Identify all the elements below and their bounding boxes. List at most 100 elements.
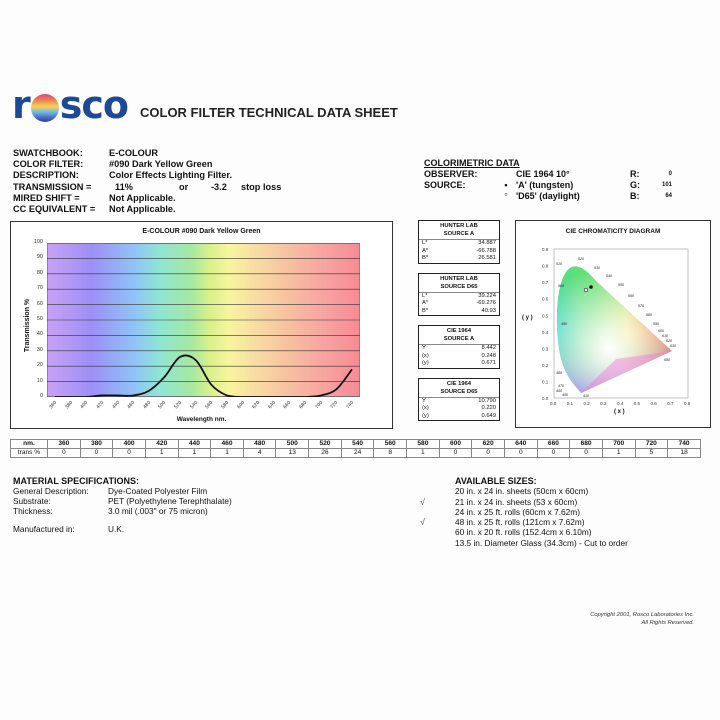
svg-text:560: 560: [628, 294, 634, 298]
y-tick: 100: [33, 239, 43, 245]
nm-cell: 660: [536, 439, 571, 449]
transmission-stop-label: stop loss: [241, 181, 282, 192]
document-title: COLOR FILTER TECHNICAL DATA SHEET: [140, 105, 398, 120]
trans-row-label: trans %: [10, 448, 48, 458]
size-item: √ 21 in. x 24 in. sheets (53 x 60cm): [420, 496, 578, 507]
y-tick: 70: [36, 285, 43, 292]
svg-text:550: 550: [618, 283, 624, 287]
svg-text:510: 510: [556, 262, 562, 266]
r-value: 0: [668, 171, 672, 177]
b-value: 64: [665, 193, 672, 199]
available-sizes: AVAILABLE SIZES: 20 in. x 24 in. sheets …: [420, 476, 628, 548]
nm-cell: 540: [340, 439, 375, 449]
checkmark-icon: √: [420, 517, 425, 528]
nm-cell: 520: [308, 439, 342, 449]
y-tick: 80: [36, 269, 43, 276]
chart-x-axis-label: Wavelength nm.: [176, 416, 227, 423]
trans-cell: 0: [569, 448, 603, 458]
svg-text:580: 580: [646, 313, 652, 317]
svg-text:0.2: 0.2: [584, 401, 591, 406]
trans-cell: 0: [79, 448, 114, 458]
nm-cell: 720: [634, 439, 669, 449]
svg-text:600: 600: [658, 329, 664, 333]
transmission-label: TRANSMISSION =: [13, 181, 92, 192]
svg-text:490: 490: [561, 322, 567, 326]
svg-text:0.3: 0.3: [542, 346, 549, 351]
size-item: 20 in. x 24 in. sheets (50cm x 60cm): [455, 486, 589, 497]
svg-text:0.1: 0.1: [567, 401, 574, 406]
x-tick: 500: [157, 399, 168, 411]
svg-text:0.9: 0.9: [542, 247, 549, 252]
color-filter-value: #090 Dark Yellow Green: [109, 159, 213, 170]
cie-diagram-title: CIE CHROMATICITY DIAGRAM: [565, 228, 661, 235]
svg-text:0.2: 0.2: [542, 363, 549, 368]
x-tick: 540: [188, 399, 199, 411]
transmission-table: nm. 360 380 400 420 440 460 480 500 520 540 560 580…: [10, 439, 701, 458]
hunter-lab-source-a: HUNTER LAB SOURCE A L* 34.887 A* -66.788 B*…: [418, 220, 500, 264]
x-tick: 560: [204, 399, 215, 411]
cie-chromaticity-diagram: CIE CHROMATICITY DIAGRAM: [515, 220, 711, 428]
nm-cell: 560: [373, 439, 408, 449]
swatchbook-label: SWATCHBOOK:: [13, 148, 83, 158]
source-a: 'A' (tungsten): [516, 180, 574, 190]
nm-cell: 620: [471, 439, 505, 449]
lab-tables: HUNTER LAB SOURCE A L* 34.887 A* -66.788 B*…: [418, 220, 500, 430]
chart-title: E-COLOUR #090 Dark Yellow Green: [142, 228, 261, 235]
trans-cell: 0: [438, 448, 473, 458]
trans-cell: 13: [275, 448, 310, 458]
transmission-chart: E-COLOUR #090 Dark Yellow Green Transmis…: [10, 221, 393, 429]
copyright: Copyright 2001, Rosco Laboratories Inc. …: [590, 612, 694, 626]
nm-cell: 500: [275, 439, 310, 449]
svg-text:0.3: 0.3: [600, 401, 607, 406]
nm-cell: 640: [503, 439, 538, 449]
svg-text:460: 460: [556, 389, 562, 393]
trans-cell: 1: [144, 448, 179, 458]
svg-text:630: 630: [670, 344, 676, 348]
cie-1964-source-a: CIE 1964 SOURCE A Y 8.442 (x) 0.248 (y) 0.67…: [418, 325, 500, 369]
cie-x-axis-label: ( x ): [614, 409, 625, 415]
x-tick: 620: [251, 399, 262, 411]
svg-text:0.4: 0.4: [542, 330, 549, 335]
nm-cell: 400: [112, 439, 146, 449]
trans-cell: 4: [242, 448, 277, 458]
colorimetric-data: COLORIMETRIC DATA OBSERVER: CIE 1964 10°…: [424, 158, 672, 202]
x-tick: 520: [173, 399, 184, 411]
nm-cell: 440: [177, 439, 212, 449]
x-tick: 420: [95, 399, 106, 411]
svg-text:590: 590: [653, 322, 659, 326]
nm-cell: 460: [210, 439, 244, 449]
transmission-stop: -3.2: [211, 181, 227, 192]
sizes-heading: AVAILABLE SIZES:: [455, 476, 537, 486]
source-d65-marker: °: [504, 191, 508, 201]
cie-diagram-plot: 0.0 0.1 0.2 0.3 0.4 0.5 0.6 0.7 0.8 0.0 0.1 0.2 0.3 0…: [542, 247, 691, 406]
svg-text:500: 500: [558, 284, 564, 288]
svg-text:530: 530: [594, 266, 600, 270]
svg-text:0.6: 0.6: [651, 401, 658, 406]
trans-cell: 24: [340, 448, 375, 458]
x-tick: 480: [141, 399, 152, 411]
x-tick: 580: [220, 399, 231, 411]
svg-text:0.0: 0.0: [550, 401, 557, 406]
y-tick: 40: [36, 331, 43, 338]
nm-cell: 420: [144, 439, 179, 449]
y-tick: 0: [39, 393, 43, 399]
source-a-marker: •: [504, 180, 508, 190]
svg-text:680: 680: [664, 358, 670, 362]
r-label: R:: [630, 169, 640, 179]
x-tick: 440: [110, 399, 121, 411]
chart-plot-area: [47, 243, 360, 397]
hunter-lab-source-d65: HUNTER LAB SOURCE D65 L* 39.224 A* -69.276 …: [418, 272, 500, 316]
trans-cell: 26: [308, 448, 342, 458]
trans-cell: 0: [536, 448, 571, 458]
wavelength-row: nm. 360 380 400 420 440 460 480 500 520 540 560 580…: [10, 439, 701, 449]
swatchbook-value: E-COLOUR: [109, 148, 158, 158]
x-tick: 460: [126, 399, 137, 411]
nm-cell: 600: [438, 439, 473, 449]
size-item: √ 48 in. x 25 ft. rolls (121cm x 7.62m): [420, 517, 585, 528]
x-tick: 380: [63, 399, 74, 411]
general-description: Dye-Coated Polyester Film: [108, 486, 208, 496]
g-label: G:: [630, 180, 640, 190]
y-tick: 90: [36, 254, 43, 261]
svg-text:410: 410: [583, 394, 589, 398]
checkmark-icon: √: [420, 496, 425, 507]
